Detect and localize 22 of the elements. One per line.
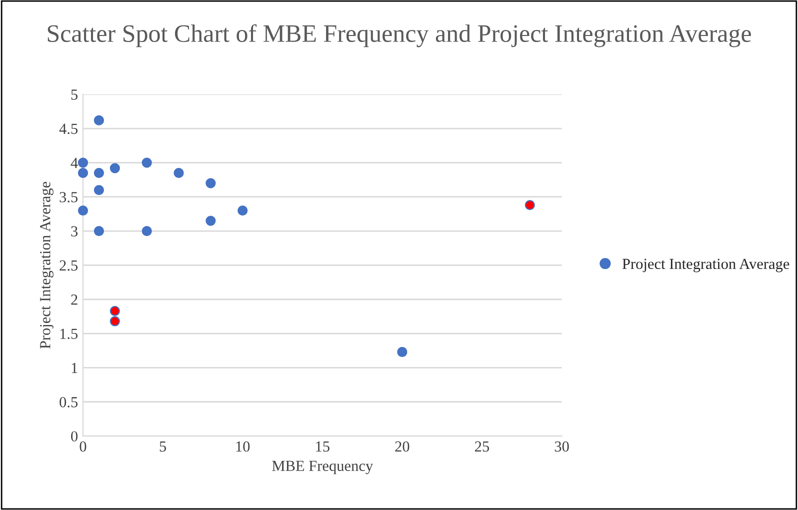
y-tick-label: 4 [70, 158, 78, 168]
x-tick-label: 25 [475, 441, 490, 452]
y-tick-label: 1.5 [60, 328, 78, 340]
x-tick-label: 5 [160, 442, 166, 452]
x-tick-label: 0 [80, 441, 86, 452]
y-tick-label: 0.5 [60, 397, 78, 408]
y-tick-label: 3 [71, 226, 78, 236]
x-tick-label: 20 [395, 441, 410, 452]
y-tick-label: 5 [71, 90, 78, 100]
legend-label: Project Integration Average [622, 258, 790, 272]
y-tick-label: 3.5 [60, 192, 78, 202]
y-axis-title: Project Integration Average [40, 182, 54, 349]
y-tick-label: 2.5 [60, 260, 78, 271]
y-tick-label: 1 [72, 362, 78, 374]
x-tick-label: 30 [554, 441, 569, 452]
x-tick-label: 10 [236, 441, 250, 452]
chart-title: Scatter Spot Chart of MBE Frequency and Project Integration Average [48, 24, 751, 48]
y-tick-label: 4.5 [59, 124, 78, 134]
x-axis-title: MBE Frequency [272, 460, 374, 474]
y-tick-label: 0 [71, 431, 78, 442]
y-tick-label: 2 [71, 294, 78, 305]
x-tick-label: 15 [316, 441, 330, 452]
